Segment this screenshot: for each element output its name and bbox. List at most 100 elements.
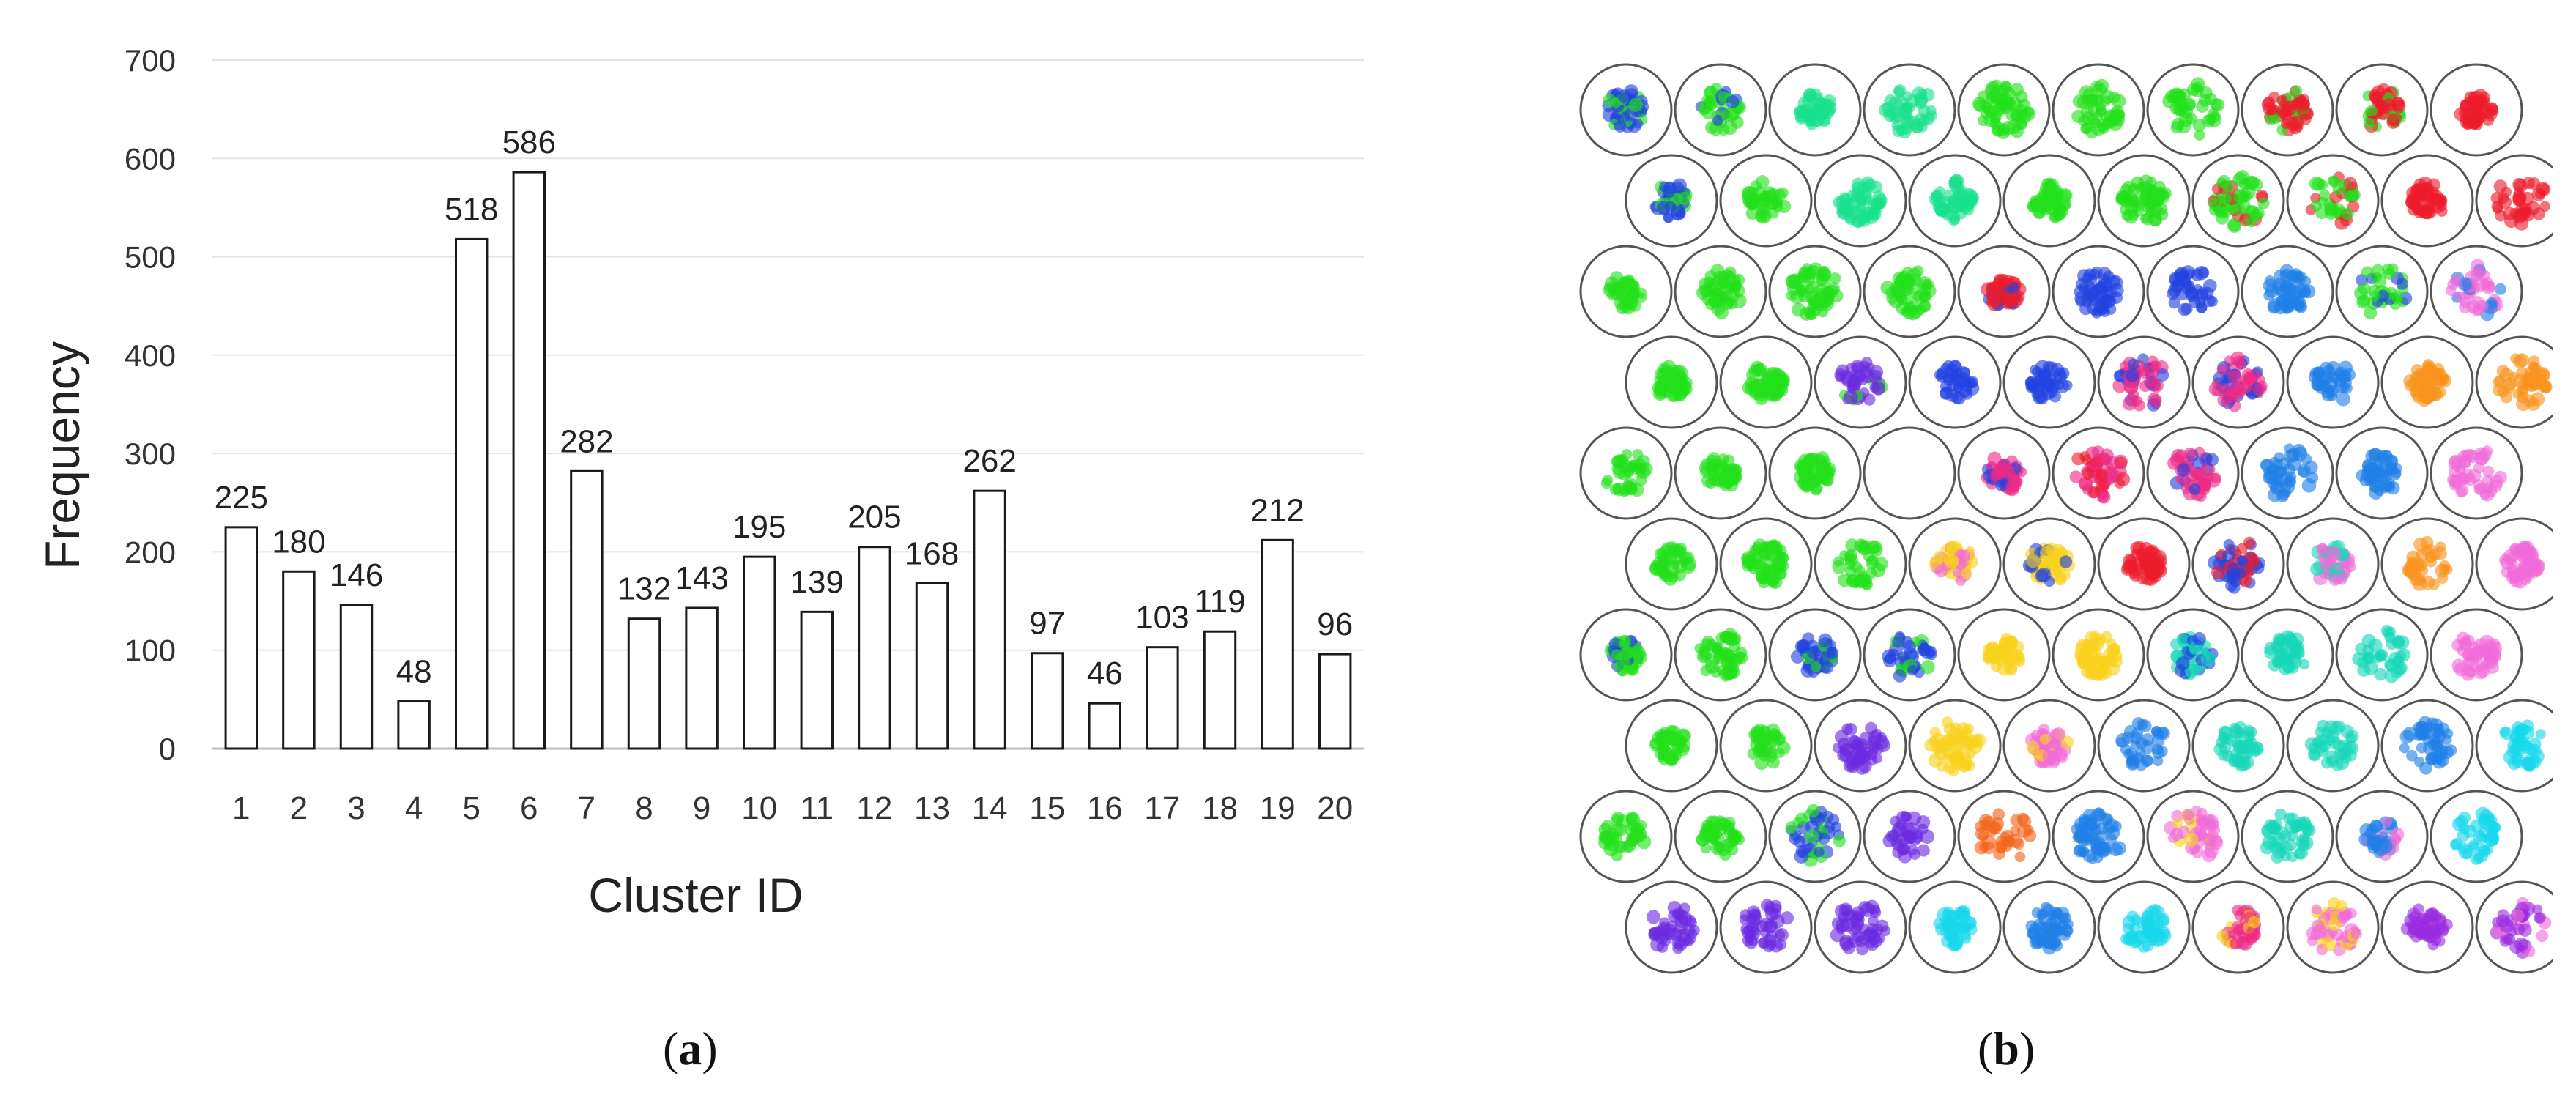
som-point [2211, 565, 2225, 580]
som-point [1987, 451, 2002, 466]
som-point [2145, 557, 2156, 569]
data-label-cluster-7: 282 [560, 423, 613, 459]
som-point [2337, 911, 2350, 924]
som-cell [1579, 245, 1673, 338]
som-point [2264, 645, 2279, 660]
som-point [2011, 289, 2025, 303]
som-point [2168, 297, 2180, 309]
som-point [1886, 105, 1901, 121]
bar-cluster-7 [570, 469, 604, 750]
som-point [1864, 362, 1875, 373]
som-point [2299, 114, 2312, 125]
som-point [2520, 574, 2532, 585]
som-cell [2475, 335, 2553, 429]
som-cell [2380, 154, 2474, 248]
som-point [2082, 467, 2094, 480]
som-point [2512, 190, 2527, 204]
som-point [1835, 196, 1847, 209]
som-point [2412, 392, 2424, 404]
som-point [2493, 376, 2505, 388]
som-point [2503, 377, 2517, 391]
som-point [1628, 97, 1643, 112]
som-point [2290, 98, 2304, 112]
som-point [1836, 364, 1850, 378]
som-point [1719, 631, 1732, 644]
som-point [1942, 210, 1953, 221]
som-point [1827, 646, 1838, 657]
som-point [2171, 448, 2185, 463]
som-point [1719, 647, 1731, 659]
som-point [2400, 922, 2414, 935]
som-point [1922, 113, 1934, 126]
som-point [2169, 638, 2182, 650]
som-point [1649, 561, 1664, 576]
som-point [2078, 655, 2092, 669]
som-point [2096, 841, 2110, 855]
som-point [2092, 852, 2104, 864]
som-point [2182, 809, 2194, 821]
som-point [1614, 661, 1625, 672]
som-point [2233, 189, 2249, 204]
som-point [2079, 302, 2093, 316]
x-tick-label: 16 [1087, 790, 1123, 826]
som-point [1723, 454, 1735, 467]
som-point [1795, 812, 1808, 825]
som-point [2358, 282, 2371, 295]
som-point [1775, 384, 1789, 397]
som-point [2167, 287, 2179, 300]
som-cell [2052, 426, 2145, 520]
som-point [2510, 353, 2521, 364]
som-point [2042, 940, 2057, 955]
som-point [1731, 116, 1744, 129]
som-point [1863, 393, 1876, 406]
som-point [1748, 729, 1760, 740]
som-point [2344, 749, 2357, 762]
som-point [1633, 118, 1644, 129]
som-point [1949, 921, 1963, 935]
som-cell [2146, 245, 2240, 338]
som-cell [1625, 880, 1718, 974]
som-cell [2380, 335, 2474, 429]
som-point [2013, 655, 2025, 667]
som-point [2296, 838, 2310, 852]
som-point [2371, 264, 2385, 278]
som-point [2527, 398, 2540, 411]
som-point [1845, 559, 1856, 570]
som-point [1627, 820, 1639, 833]
som-cell [1719, 335, 1813, 429]
som-cell [1768, 245, 1862, 338]
som-point [1700, 465, 1712, 478]
som-point [2361, 266, 2374, 278]
som-point [2103, 270, 2115, 283]
som-point [2131, 204, 2145, 217]
som-point [1961, 916, 1976, 931]
som-point [1986, 825, 1997, 837]
som-point [1850, 910, 1863, 924]
som-point [2306, 935, 2318, 946]
som-point [1929, 727, 1941, 738]
som-point [1890, 815, 1902, 827]
som-point [1810, 481, 1823, 495]
x-tick-label: 12 [856, 790, 892, 826]
som-point [2402, 727, 2418, 742]
som-point [2220, 193, 2232, 204]
som-point [2054, 571, 2067, 584]
som-cell [1625, 154, 1718, 248]
som-point [1993, 279, 2007, 293]
som-cell [2475, 517, 2553, 611]
som-cell [1579, 790, 1673, 883]
som-point [1667, 571, 1679, 583]
som-point [2002, 274, 2014, 286]
som-point [1635, 474, 1647, 486]
som-point [1933, 918, 1945, 929]
x-tick-label: 14 [972, 790, 1008, 826]
som-point [2326, 390, 2338, 401]
som-point [1759, 746, 1770, 757]
som-cell [1625, 335, 1718, 429]
som-point [2208, 108, 2219, 119]
som-point [2455, 465, 2466, 476]
som-cell [2002, 699, 2096, 793]
som-point [1879, 925, 1891, 936]
som-point [2280, 851, 2291, 862]
som-point [1823, 466, 1836, 478]
